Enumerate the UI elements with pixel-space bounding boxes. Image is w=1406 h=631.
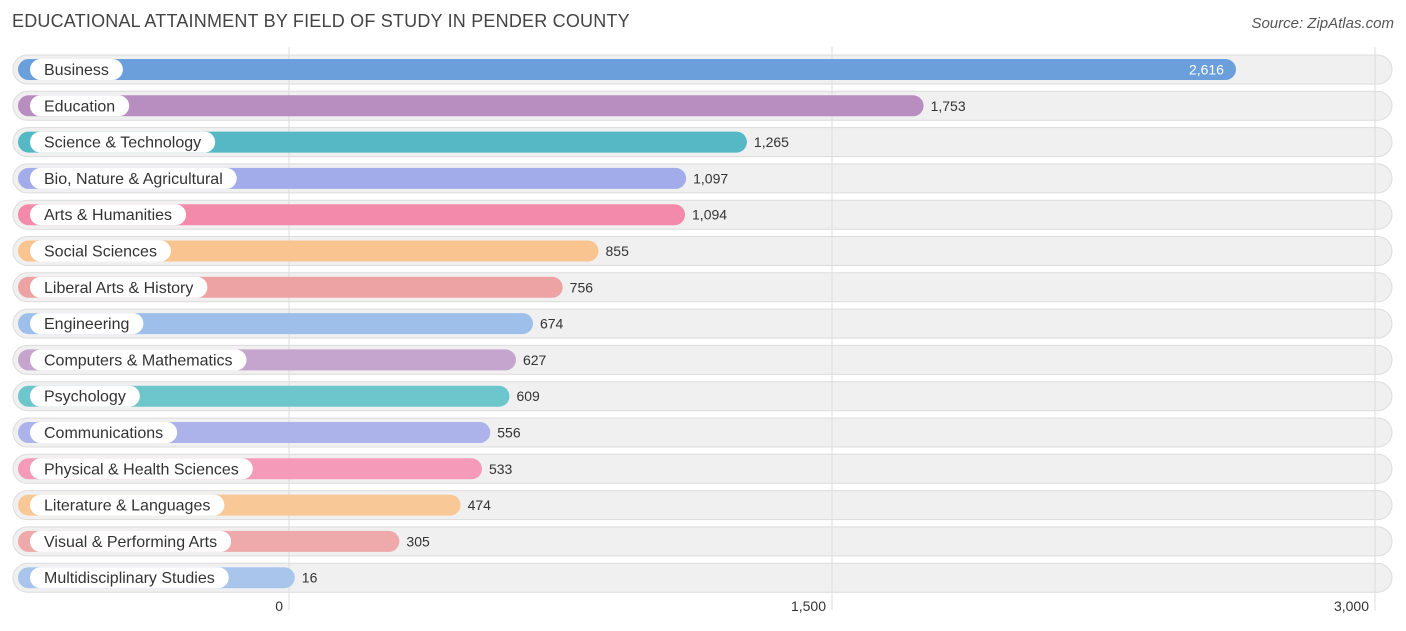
category-label-pill: [30, 385, 140, 407]
category-label: Bio, Nature & Agricultural: [44, 171, 223, 188]
category-label-pill: [30, 240, 171, 262]
chart-title: EDUCATIONAL ATTAINMENT BY FIELD OF STUDY…: [12, 11, 630, 31]
bar: [18, 313, 533, 335]
category-label-pill: [30, 204, 187, 226]
value-label: 1,753: [931, 98, 966, 114]
bar: [18, 59, 1236, 80]
category-label: Visual & Performing Arts: [44, 534, 217, 551]
category-label: Computers & Mathematics: [44, 352, 233, 369]
category-label: Engineering: [44, 316, 129, 333]
value-label: 305: [406, 533, 430, 549]
category-label: Liberal Arts & History: [44, 280, 193, 297]
category-label: Multidisciplinary Studies: [44, 570, 215, 587]
category-label: Social Sciences: [44, 244, 157, 261]
category-label-pill: [30, 530, 232, 552]
bar: [18, 204, 686, 226]
row-background: [12, 562, 1393, 593]
value-label: 474: [468, 497, 492, 513]
value-label: 627: [523, 352, 547, 368]
value-label: 756: [570, 279, 594, 295]
value-label: 556: [497, 425, 521, 441]
category-label-pill: [30, 59, 123, 80]
category-label: Physical & Health Sciences: [44, 461, 239, 478]
category-label: Business: [44, 62, 109, 79]
value-label: 533: [489, 461, 513, 477]
category-label-pill: [30, 349, 247, 371]
category-label-pill: [30, 95, 130, 117]
bar: [18, 385, 510, 407]
bar: [18, 95, 924, 117]
category-label: Communications: [44, 425, 163, 442]
x-tick-label: 3,000: [1334, 598, 1369, 614]
category-label-pill: [30, 313, 144, 335]
category-label-pill: [30, 131, 216, 153]
chart-source: Source: ZipAtlas.com: [1251, 15, 1394, 32]
value-label: 16: [302, 570, 318, 586]
category-label: Science & Technology: [44, 135, 201, 152]
value-label: 1,094: [692, 207, 727, 223]
category-label-pill: [30, 167, 237, 189]
category-label-pill: [30, 567, 229, 589]
value-label: 1,097: [693, 170, 728, 186]
category-label-pill: [30, 422, 178, 443]
x-tick-label: 0: [275, 598, 283, 614]
category-label-pill: [30, 494, 225, 516]
value-label: 609: [516, 388, 540, 404]
value-label: 2,616: [1189, 62, 1224, 78]
category-label-pill: [30, 458, 253, 480]
category-label: Psychology: [44, 389, 126, 406]
category-label: Education: [44, 98, 115, 115]
value-label: 1,265: [754, 134, 789, 150]
x-tick-label: 1,500: [791, 598, 826, 614]
category-label: Arts & Humanities: [44, 207, 172, 224]
category-label: Literature & Languages: [44, 498, 210, 515]
category-label-pill: [30, 276, 208, 298]
value-label: 855: [606, 243, 630, 259]
value-label: 674: [540, 316, 564, 332]
